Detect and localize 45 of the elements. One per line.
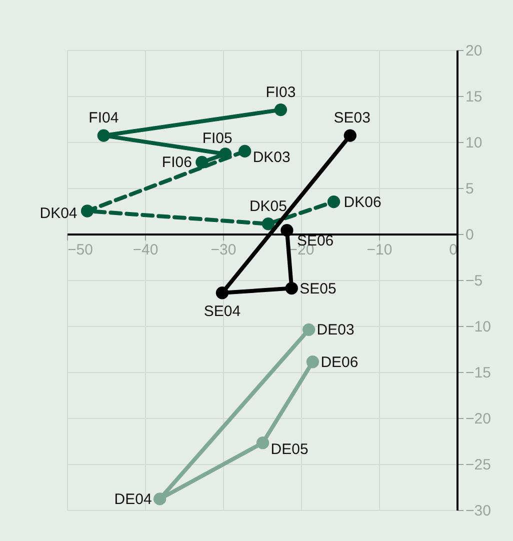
y-tick-label: 0: [466, 226, 474, 244]
y-tick-label: −15: [466, 364, 491, 382]
annotation: FI05: [202, 130, 232, 147]
x-tick-label: −40: [132, 242, 158, 258]
annotation: SE03: [334, 110, 370, 127]
annotation: FI04: [88, 110, 119, 127]
y-tick-label: −25: [466, 456, 491, 474]
y-tick-label: 20: [466, 42, 482, 60]
annotation: FI03: [266, 84, 296, 101]
y-tick-label: −30: [466, 502, 491, 520]
annotation: FI06: [162, 154, 192, 172]
annotation: DK03: [252, 149, 290, 166]
point: [153, 492, 166, 506]
y-tick-label: 15: [466, 88, 482, 106]
y-tick-label: −10: [466, 318, 491, 336]
point: [80, 204, 94, 218]
annotation: DE03: [316, 322, 354, 339]
point: [327, 195, 340, 208]
point: [256, 436, 270, 450]
x-tick-label: −10: [366, 242, 392, 258]
y-tick-label: 10: [466, 134, 482, 152]
annotation: DE04: [114, 490, 152, 508]
annotation: SE04: [204, 302, 241, 320]
annotation: DK06: [344, 194, 382, 211]
annotation: DE05: [270, 440, 308, 458]
y-tick-label: 5: [466, 180, 474, 198]
point: [274, 103, 288, 116]
point: [306, 356, 320, 368]
point: [280, 224, 294, 237]
annotation: DK05: [249, 198, 288, 215]
point: [262, 218, 275, 230]
point: [344, 129, 356, 142]
y-tick-label: −20: [466, 410, 491, 428]
y-tick-label: −5: [466, 272, 483, 290]
x-tick-label: −50: [68, 242, 93, 258]
point: [302, 323, 316, 336]
x-tick-label: 0: [449, 242, 458, 258]
annotation: DK04: [40, 205, 78, 222]
point: [285, 282, 298, 295]
point: [238, 144, 252, 158]
point: [97, 129, 110, 142]
point: [216, 286, 229, 300]
x-tick-label: −30: [210, 242, 236, 258]
annotation: DE06: [320, 354, 358, 371]
annotation: SE05: [300, 280, 336, 298]
